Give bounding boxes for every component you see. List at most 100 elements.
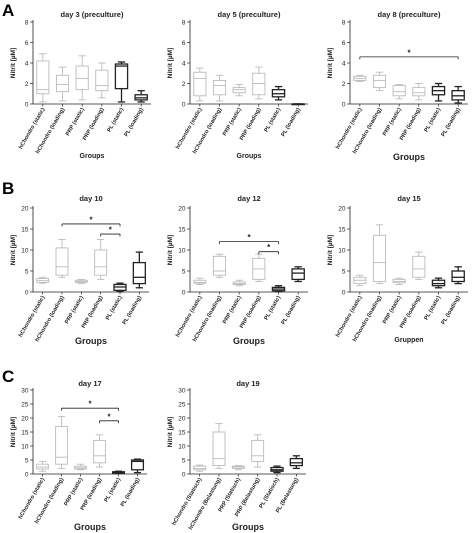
box <box>36 60 50 95</box>
box-hchondro-statisch <box>193 464 207 472</box>
box-pl-loading <box>451 266 465 285</box>
chart-title: day 5 (preculture) <box>218 10 281 19</box>
chart-title: day 10 <box>79 194 102 203</box>
y-tick-label: 2 <box>182 81 186 88</box>
box <box>132 261 146 285</box>
box-prp-loading <box>252 253 266 282</box>
x-tick-label: PL (static) <box>107 107 126 133</box>
box-hchondro-loading <box>55 239 69 278</box>
box <box>95 69 109 92</box>
box-prp-static <box>75 55 89 101</box>
box-prp-loading <box>95 62 109 99</box>
box <box>372 234 387 282</box>
y-axis-label: Nitrit [µM] <box>10 48 17 78</box>
y-tick-label: 8 <box>182 19 186 26</box>
x-axis-label: Groups <box>233 336 265 346</box>
box <box>251 439 265 462</box>
box-hchondro-loading <box>372 224 387 285</box>
x-tick-label: PRP (static) <box>65 107 86 137</box>
y-tick-label: 4 <box>182 60 186 67</box>
x-tick-label: PL (static) <box>104 477 123 503</box>
box <box>291 268 305 281</box>
x-tick-label: PL (loading) <box>124 107 145 138</box>
box <box>289 457 303 467</box>
y-tick-label: 10 <box>178 247 186 254</box>
box <box>55 74 70 93</box>
box-prp-static <box>392 277 406 285</box>
box <box>193 279 207 284</box>
box <box>94 249 108 276</box>
box-prp-static <box>232 84 246 97</box>
significance-label: * <box>267 243 271 252</box>
box-prp-static <box>392 84 406 100</box>
box <box>212 79 227 96</box>
box-prp-static <box>232 279 246 287</box>
y-tick-label: 6 <box>25 40 29 47</box>
y-tick-label: 0 <box>25 289 29 296</box>
x-tick-label: PL (loading) <box>281 107 302 138</box>
y-tick-label: 15 <box>178 429 186 436</box>
x-axis-label: Groups <box>75 336 107 346</box>
box-hchondro-loading <box>55 416 68 469</box>
box-prp-loading <box>412 83 426 101</box>
y-tick-label: 10 <box>338 247 346 254</box>
y-tick-label: 20 <box>21 415 29 422</box>
box <box>451 270 465 283</box>
x-tick-label: PRP (loading) <box>239 107 263 142</box>
significance-bracket: * <box>100 226 121 237</box>
y-tick-label: 0 <box>182 471 186 478</box>
box-hchondro-static <box>353 274 367 287</box>
x-tick-label: PL (static) <box>105 295 124 321</box>
box-hchondro-static <box>36 53 50 103</box>
x-axis-label: Groups <box>232 522 264 532</box>
y-tick-label: 15 <box>21 226 29 233</box>
x-tick-label: PL (static) <box>264 295 283 321</box>
significance-label: * <box>107 412 111 421</box>
significance-label: * <box>89 215 93 224</box>
box-pl-static <box>431 82 446 102</box>
panel-label-b: B <box>2 179 14 198</box>
chart-title: day 15 <box>397 194 420 203</box>
x-tick-label: PL (loading) <box>441 107 462 138</box>
y-tick-label: 0 <box>342 289 346 296</box>
chart-title: day 12 <box>237 194 260 203</box>
y-tick-label: 20 <box>21 205 29 212</box>
y-tick-label: 20 <box>178 415 186 422</box>
box-pl-loading <box>130 458 145 474</box>
y-tick-label: 15 <box>21 429 29 436</box>
box-prp-belastung <box>251 434 265 468</box>
x-tick-label: PRP (loading) <box>399 107 423 142</box>
box-pl-static <box>271 85 286 101</box>
chart-title: day 3 (preculture) <box>61 10 124 19</box>
box <box>412 87 426 97</box>
y-axis-label: Nitrit [µM] <box>10 235 17 265</box>
box <box>232 87 246 94</box>
y-tick-label: 0 <box>182 289 186 296</box>
x-tick-label: PRP (loading) <box>82 107 106 142</box>
x-tick-label: PRP (loading) <box>239 295 263 330</box>
y-tick-label: 0 <box>182 101 186 108</box>
x-tick-label: PL (loading) <box>122 295 143 326</box>
x-tick-label: PRP (static) <box>222 107 243 137</box>
significance-label: * <box>88 400 92 409</box>
y-tick-label: 20 <box>338 205 346 212</box>
y-tick-label: 5 <box>25 457 29 464</box>
chart-title: day 8 (preculture) <box>378 10 441 19</box>
x-tick-label: PL (Statisch) <box>258 477 280 510</box>
y-axis-label: Nitrit [µM] <box>327 235 334 265</box>
y-tick-label: 25 <box>21 401 29 408</box>
y-tick-label: 6 <box>182 40 186 47</box>
y-tick-label: 5 <box>182 268 186 275</box>
y-tick-label: 10 <box>21 443 29 450</box>
y-tick-label: 15 <box>338 226 346 233</box>
box <box>55 425 68 465</box>
box-hchondro-static <box>36 276 50 284</box>
y-tick-label: 5 <box>182 457 186 464</box>
y-tick-label: 25 <box>178 401 186 408</box>
